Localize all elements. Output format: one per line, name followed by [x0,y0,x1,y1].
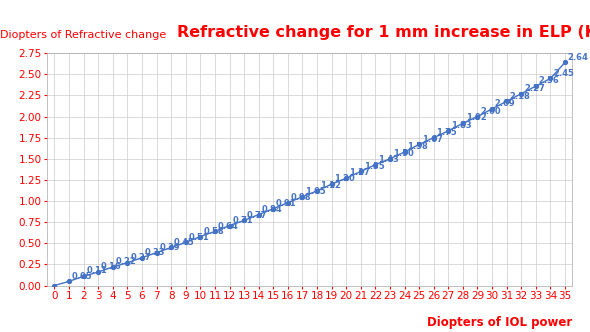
Text: 0.51: 0.51 [189,233,209,242]
Point [458,121,468,126]
Point [79,274,88,279]
Point [225,223,234,228]
Text: 1.58: 1.58 [407,142,428,151]
Point [166,245,176,250]
Text: 0.71: 0.71 [232,216,253,225]
Text: 1.12: 1.12 [320,181,340,190]
Point [283,200,293,206]
Text: 2.27: 2.27 [524,84,545,93]
Text: 1.75: 1.75 [437,128,457,137]
Text: 1.67: 1.67 [422,134,442,144]
Point [94,269,103,275]
Point [50,283,59,288]
Point [108,264,117,270]
Text: 2.45: 2.45 [553,69,574,78]
Point [356,169,366,174]
Point [327,182,336,187]
Point [298,194,307,200]
Point [502,99,512,104]
Text: 0.11: 0.11 [87,267,107,276]
Point [312,188,322,194]
Text: 0.16: 0.16 [101,262,122,271]
Point [196,234,205,239]
Text: 1.20: 1.20 [335,174,355,183]
Text: 0.45: 0.45 [174,238,195,247]
Point [123,260,132,265]
Point [531,83,540,89]
Point [473,114,482,119]
Text: 1.35: 1.35 [363,162,384,171]
Point [385,156,395,161]
Point [400,149,409,155]
Point [560,60,570,65]
Text: 1.27: 1.27 [349,168,370,177]
Point [64,279,74,284]
Point [342,176,351,181]
Text: 0.27: 0.27 [130,253,151,262]
Point [152,250,161,255]
Point [487,106,497,112]
Point [444,128,453,133]
Text: 0.98: 0.98 [291,193,311,202]
Text: 1.50: 1.50 [393,149,414,158]
Text: 1.43: 1.43 [378,155,399,164]
Point [240,218,249,223]
Text: 1.05: 1.05 [305,187,326,196]
Text: 2.64: 2.64 [568,53,589,62]
Text: 0.77: 0.77 [247,211,267,220]
Point [371,162,380,167]
Point [429,135,438,140]
Text: 0.84: 0.84 [261,205,282,214]
Text: 2.09: 2.09 [495,99,516,108]
Point [254,212,263,217]
Text: 0.33: 0.33 [145,248,165,257]
Text: 1.92: 1.92 [466,114,486,123]
Point [268,206,278,211]
Point [516,91,526,96]
Text: Diopters of IOL power: Diopters of IOL power [427,316,572,329]
Text: Refractive change for 1 mm increase in ELP (K= 43 D): Refractive change for 1 mm increase in E… [177,25,590,40]
Text: 0.58: 0.58 [203,227,224,236]
Text: 0.22: 0.22 [116,257,136,266]
Point [137,255,147,260]
Text: 2.18: 2.18 [509,92,530,101]
Text: 0.05: 0.05 [72,272,93,281]
Point [181,240,191,245]
Point [546,76,555,81]
Text: 0.39: 0.39 [159,243,180,252]
Text: Diopters of Refractive change: Diopters of Refractive change [0,30,166,40]
Text: 2.00: 2.00 [480,107,501,116]
Point [210,229,219,234]
Text: 0.64: 0.64 [218,222,238,231]
Text: 1.83: 1.83 [451,121,472,130]
Text: 0.91: 0.91 [276,199,297,208]
Point [414,142,424,147]
Text: 2.36: 2.36 [539,76,559,85]
